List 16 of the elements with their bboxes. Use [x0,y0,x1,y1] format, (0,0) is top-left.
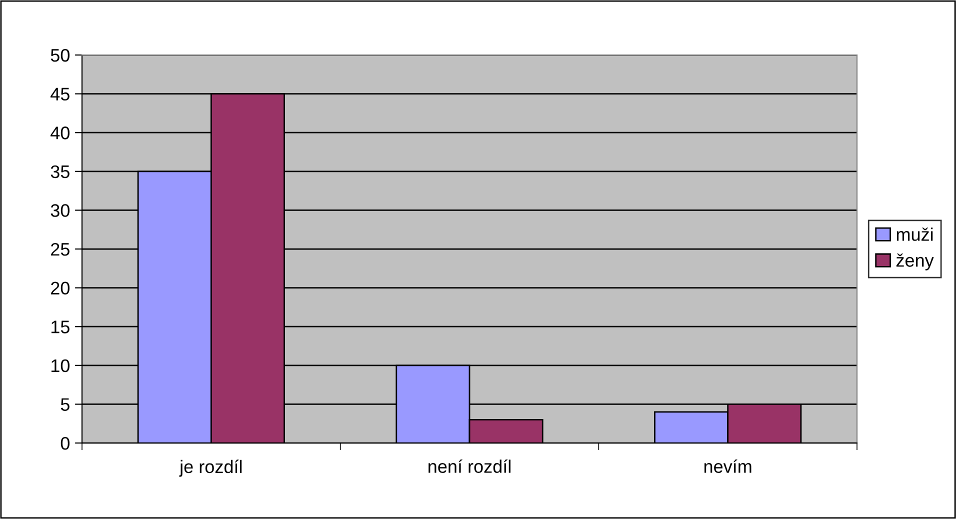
y-tick-label: 45 [50,88,70,101]
y-tick-label: 5 [60,398,70,411]
y-tick-label: 25 [51,242,70,256]
y-tick-label: 40 [50,126,70,140]
x-tick-label: je rozdíl [179,460,242,477]
legend-label: ženy [896,254,934,270]
y-tick-label: 0 [60,436,70,450]
y-tick-label: 10 [52,359,70,372]
y-tick-label: 50 [50,48,70,62]
x-tick-label: není rozdíl [428,459,510,473]
y-tick-label: 20 [51,282,70,295]
x-tick-label: nevím [704,459,752,473]
y-tick-label: 35 [50,165,70,178]
y-tick-label: 30 [50,204,70,217]
y-tick-label: 15 [52,320,70,334]
legend-label: muži [896,228,933,241]
